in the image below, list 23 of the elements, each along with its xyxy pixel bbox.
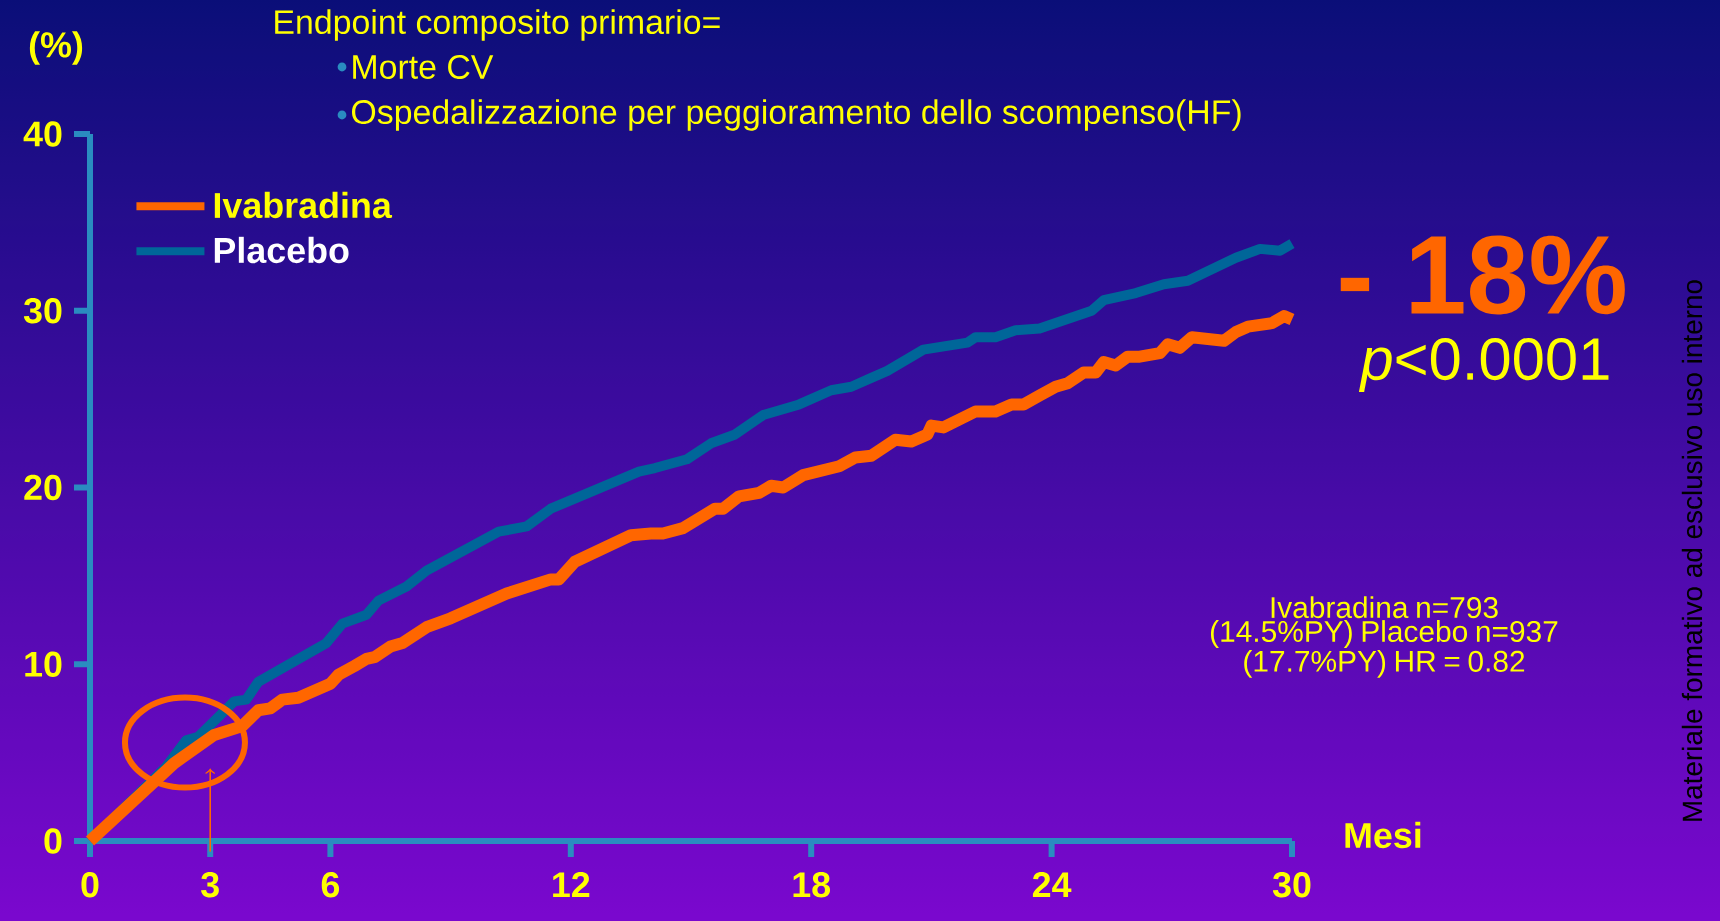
y-tick-label: 0	[44, 828, 62, 854]
text: Materiale formativo ad esclusivo uso interno	[1681, 280, 1703, 821]
y-tick-label: 40	[23, 121, 62, 147]
text: Ospedalizzazione per peggioramento dello scompenso(HF)	[352, 99, 1241, 131]
chart-title: Endpoint composito primario=	[275, 9, 720, 41]
legend-label: Ivabradina	[214, 191, 393, 219]
x-tick-label: 24	[1032, 872, 1072, 898]
x-tick-label: 18	[793, 872, 831, 898]
x-axis-title: Mesi	[1345, 821, 1421, 849]
x-tick-label: 12	[553, 872, 590, 898]
x-tick-label: 30	[1272, 872, 1311, 898]
y-axis-title: (%)	[29, 31, 83, 65]
y-tick-label: 20	[24, 474, 62, 501]
y-tick-label: 30	[23, 298, 62, 324]
x-tick-label: 0	[81, 872, 99, 898]
x-tick-label: 6	[321, 872, 340, 898]
text: Morte CV	[353, 54, 494, 79]
text: - 18%	[1340, 235, 1625, 315]
legend-label: Placebo	[214, 236, 349, 264]
text: p<0.0001	[1358, 337, 1609, 393]
x-tick-label: 3	[201, 872, 219, 898]
annotation: Ivabradina n=793 (14.5%PY) Placebo n=937 (17.7%PY) HR = 0.82	[1210, 596, 1558, 678]
y-tick-label: 10	[25, 651, 62, 677]
